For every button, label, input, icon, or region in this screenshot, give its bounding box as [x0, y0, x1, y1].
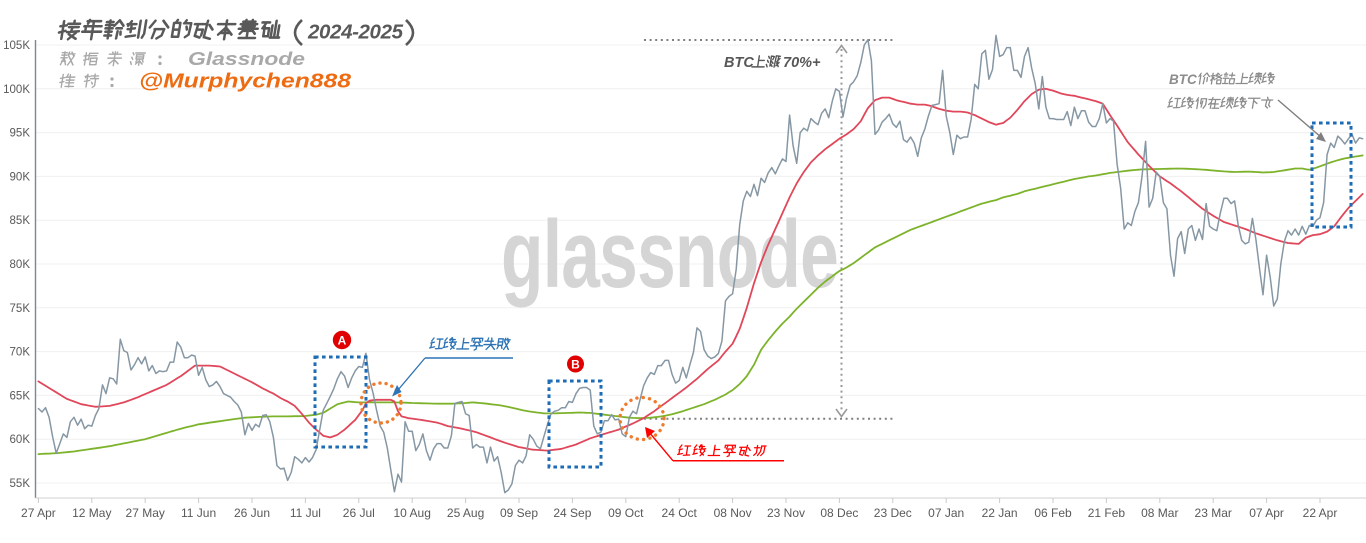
svg-text:25 Aug: 25 Aug	[447, 506, 484, 520]
svg-text:27 May: 27 May	[126, 506, 165, 520]
svg-text:A: A	[338, 334, 347, 348]
svg-text:55K: 55K	[10, 478, 31, 490]
svg-text:09 Sep: 09 Sep	[500, 506, 538, 520]
svg-text:22 Apr: 22 Apr	[1303, 506, 1338, 520]
svg-text:22 Jan: 22 Jan	[982, 506, 1018, 520]
svg-text:23 Dec: 23 Dec	[874, 506, 912, 520]
svg-text:11 Jul: 11 Jul	[290, 506, 321, 520]
svg-text:24 Sep: 24 Sep	[553, 506, 591, 520]
svg-text:B: B	[571, 358, 580, 372]
svg-text:70K: 70K	[10, 347, 31, 359]
svg-text:105K: 105K	[3, 40, 30, 52]
svg-text:09 Oct: 09 Oct	[608, 506, 644, 520]
svg-text:85K: 85K	[10, 215, 31, 227]
svg-text:70%+: 70%+	[783, 55, 821, 71]
svg-text:75K: 75K	[10, 303, 31, 315]
svg-text:10 Aug: 10 Aug	[394, 506, 431, 520]
svg-text:2024-2025: 2024-2025	[307, 21, 404, 44]
svg-text:glassnode: glassnode	[501, 201, 838, 308]
svg-text:24 Oct: 24 Oct	[662, 506, 698, 520]
svg-text:08 Mar: 08 Mar	[1141, 506, 1178, 520]
svg-text:BTC: BTC	[724, 55, 754, 71]
svg-text:26 Jul: 26 Jul	[343, 506, 375, 520]
svg-text:21 Feb: 21 Feb	[1088, 506, 1126, 520]
svg-text:60K: 60K	[10, 434, 31, 446]
svg-text:06 Feb: 06 Feb	[1034, 506, 1072, 520]
svg-text:08 Nov: 08 Nov	[714, 506, 752, 520]
svg-text:95K: 95K	[10, 128, 31, 140]
svg-text:12 May: 12 May	[72, 506, 111, 520]
svg-text:07 Jan: 07 Jan	[928, 506, 964, 520]
svg-text:08 Dec: 08 Dec	[820, 506, 858, 520]
svg-text:11 Jun: 11 Jun	[181, 506, 216, 520]
svg-text:Glassnode: Glassnode	[188, 49, 305, 69]
svg-text:07 Apr: 07 Apr	[1249, 506, 1284, 520]
svg-text:100K: 100K	[3, 84, 30, 96]
svg-text:65K: 65K	[10, 390, 31, 402]
svg-text:26 Jun: 26 Jun	[234, 506, 270, 520]
svg-text:80K: 80K	[10, 259, 31, 271]
svg-text:23 Mar: 23 Mar	[1195, 506, 1232, 520]
svg-text:BTC: BTC	[1169, 72, 1197, 87]
svg-text:90K: 90K	[10, 171, 31, 183]
svg-text:27 Apr: 27 Apr	[21, 506, 56, 520]
svg-text:@Murphychen888: @Murphychen888	[139, 71, 352, 93]
svg-text:23 Nov: 23 Nov	[767, 506, 805, 520]
